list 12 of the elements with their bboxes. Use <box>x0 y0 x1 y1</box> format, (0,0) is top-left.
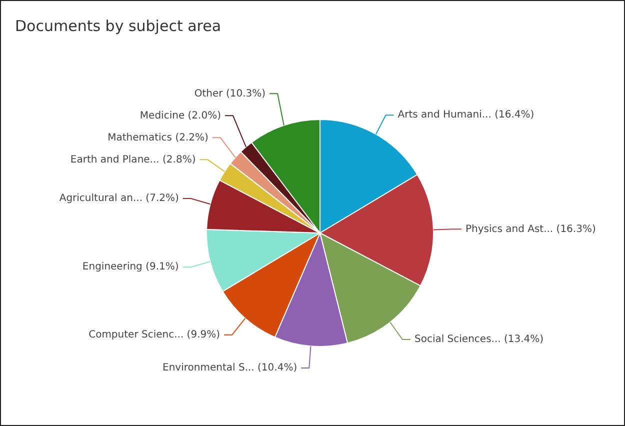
slice-label: Social Sciences... (13.4%) <box>414 334 544 346</box>
chart-title: Documents by subject area <box>15 17 222 35</box>
slice-label: Engineering (9.1%) <box>82 262 179 273</box>
slice-label: Other (10.3%) <box>194 88 266 100</box>
slice-label: Computer Scienc... (9.9%) <box>88 330 220 341</box>
slice-label: Agricultural an... (7.2%) <box>59 193 179 204</box>
slice-label: Medicine (2.0%) <box>140 110 222 122</box>
slice-label: Environmental S... (10.4%) <box>162 362 298 374</box>
slice-label: Earth and Plane... (2.8%) <box>70 154 196 166</box>
slice-label: Physics and Ast... (16.3%) <box>465 224 596 235</box>
slice-label: Mathematics (2.2%) <box>108 132 208 144</box>
slice-label: Arts and Humani... (16.4%) <box>398 110 534 121</box>
